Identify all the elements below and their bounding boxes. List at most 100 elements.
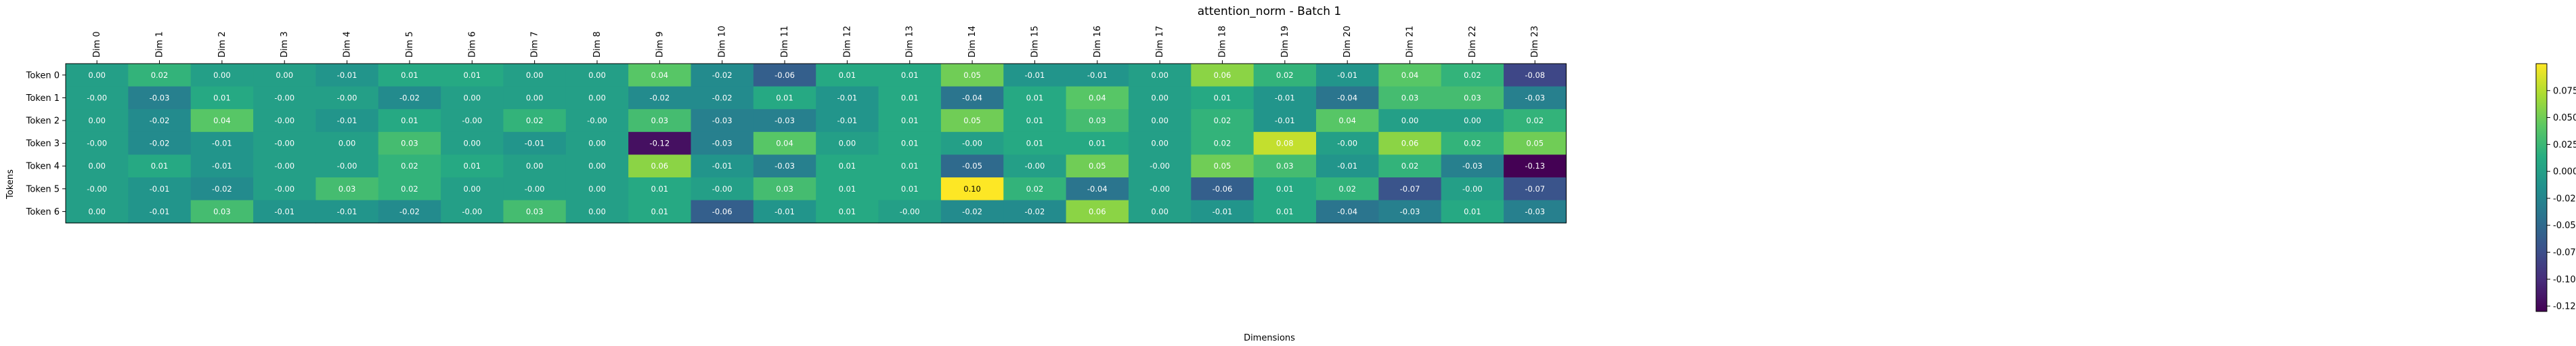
heatmap-cell — [1003, 86, 1067, 110]
cell-value-label: 0.03 — [401, 139, 418, 148]
x-tick-label: Dim 10 — [718, 26, 728, 58]
cell-value-label: -0.01 — [150, 207, 170, 216]
cell-value-label: -0.00 — [1462, 184, 1483, 194]
cell-value-label: 0.02 — [1338, 184, 1356, 194]
heatmap-cell — [816, 154, 879, 178]
colorbar-tick-label: -0.025 — [2553, 194, 2576, 204]
heatmap-cell — [1066, 109, 1129, 133]
heatmap-cell — [128, 154, 192, 178]
heatmap-cell — [691, 177, 754, 201]
heatmap-cell — [1191, 86, 1254, 110]
cell-value-label: -0.00 — [274, 116, 294, 125]
cell-value-label: -0.01 — [1337, 161, 1357, 171]
cell-value-label: -0.01 — [337, 70, 357, 80]
cell-value-label: 0.00 — [88, 207, 106, 216]
heatmap-cell — [1003, 64, 1067, 87]
heatmap-cell — [878, 131, 942, 155]
y-tick-label: Token 1 — [26, 93, 60, 104]
cell-value-label: -0.00 — [337, 93, 357, 102]
cell-value-label: 0.01 — [1276, 207, 1294, 216]
cell-value-label: 0.00 — [88, 116, 106, 125]
heatmap-cell — [878, 109, 942, 133]
heatmap-cell — [253, 177, 316, 201]
heatmap-cell — [878, 200, 942, 223]
heatmap-cell — [816, 200, 879, 223]
heatmap-cell — [1003, 131, 1067, 155]
heatmap-cell — [940, 64, 1004, 87]
colorbar-tick-label: 0.050 — [2553, 113, 2576, 123]
heatmap-cell — [1504, 131, 1567, 155]
cell-value-label: 0.02 — [1276, 70, 1294, 80]
y-tick-label: Token 3 — [26, 139, 60, 149]
cell-value-label: 0.01 — [1026, 93, 1044, 102]
heatmap-cell — [628, 64, 692, 87]
cell-value-label: 0.01 — [839, 184, 856, 194]
heatmap-cell — [378, 109, 441, 133]
cell-value-label: 0.01 — [1276, 184, 1294, 194]
heatmap-cell — [253, 131, 316, 155]
heatmap-cell — [1504, 154, 1567, 178]
heatmap-cell — [753, 177, 816, 201]
x-tick-label: Dim 2 — [217, 31, 227, 58]
heatmap-cell — [691, 154, 754, 178]
cell-value-label: -0.03 — [774, 116, 795, 125]
heatmap-cell — [128, 109, 192, 133]
heatmap-cell — [940, 86, 1004, 110]
cell-value-label: -0.01 — [1337, 70, 1357, 80]
heatmap-cell — [1128, 200, 1192, 223]
cell-value-label: 0.01 — [401, 116, 418, 125]
cell-value-label: -0.01 — [837, 116, 857, 125]
heatmap-cell — [628, 131, 692, 155]
x-tick-label: Dim 20 — [1342, 26, 1353, 58]
x-tick-label: Dim 4 — [343, 31, 353, 58]
heatmap-cell — [565, 177, 629, 201]
heatmap-cell — [1128, 177, 1192, 201]
colorbar-tick-label: -0.125 — [2553, 302, 2576, 312]
cell-value-label: 0.05 — [1089, 161, 1106, 171]
heatmap-cell — [378, 154, 441, 178]
cell-value-label: 0.06 — [1214, 70, 1231, 80]
heatmap-cell — [378, 131, 441, 155]
cell-value-label: -0.03 — [712, 139, 733, 148]
heatmap-cell — [1504, 200, 1567, 223]
cell-value-label: 0.02 — [526, 116, 544, 125]
cell-value-label: 0.08 — [1276, 139, 1294, 148]
x-tick-label: Dim 14 — [967, 26, 978, 58]
heatmap-cell — [66, 131, 129, 155]
x-tick-label: Dim 23 — [1530, 26, 1540, 58]
heatmap-cell — [1378, 109, 1442, 133]
y-tick-label: Token 0 — [26, 70, 60, 81]
cell-value-label: -0.01 — [212, 139, 232, 148]
cell-value-label: -0.06 — [774, 70, 795, 80]
cell-value-label: -0.00 — [462, 207, 482, 216]
cell-value-label: -0.00 — [1337, 139, 1357, 148]
cell-value-label: -0.03 — [774, 161, 795, 171]
cell-value-label: -0.03 — [1400, 207, 1420, 216]
cell-value-label: -0.00 — [462, 116, 482, 125]
cell-value-label: 0.01 — [839, 70, 856, 80]
heatmap-cell — [1253, 200, 1317, 223]
cell-value-label: -0.00 — [87, 93, 107, 102]
heatmap-cell — [315, 109, 379, 133]
heatmap-cell — [1441, 177, 1504, 201]
heatmap-cell — [1003, 200, 1067, 223]
cell-value-label: -0.03 — [1525, 207, 1545, 216]
heatmap-cell — [66, 200, 129, 223]
heatmap-cell — [1191, 177, 1254, 201]
heatmap-cell — [1128, 109, 1192, 133]
heatmap-cell — [691, 200, 754, 223]
heatmap-cell — [441, 177, 504, 201]
cell-value-label: 0.03 — [526, 207, 544, 216]
cell-value-label: 0.00 — [1464, 116, 1481, 125]
heatmap-cell — [1316, 154, 1379, 178]
heatmap-cell — [816, 109, 879, 133]
heatmap-cell — [1066, 64, 1129, 87]
cell-value-label: 0.01 — [776, 93, 793, 102]
heatmap-cell — [1003, 177, 1067, 201]
cell-value-label: -0.00 — [274, 139, 294, 148]
cell-value-label: -0.01 — [274, 207, 294, 216]
cell-value-label: 0.01 — [651, 184, 669, 194]
heatmap-cell — [503, 177, 567, 201]
x-tick-label: Dim 12 — [842, 26, 852, 58]
heatmap-cell — [565, 200, 629, 223]
